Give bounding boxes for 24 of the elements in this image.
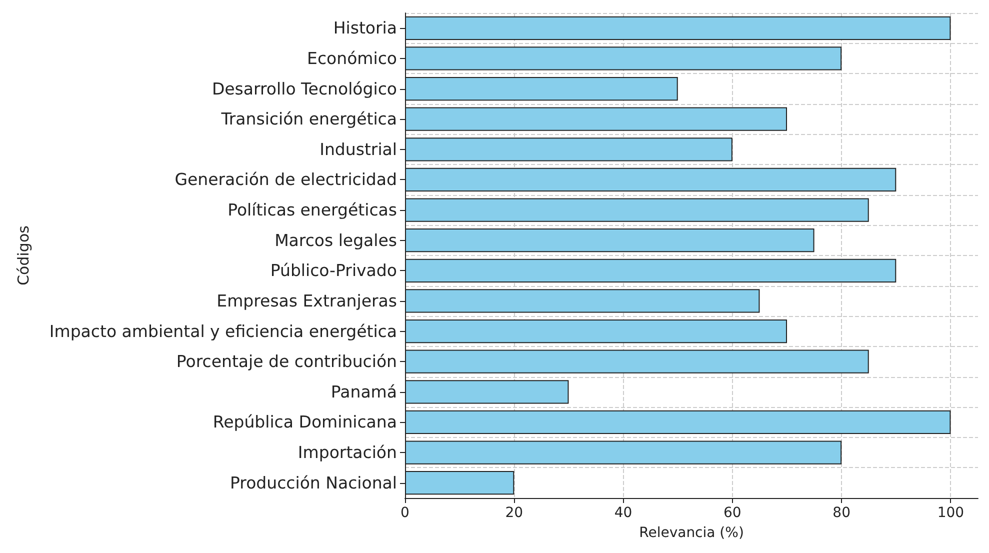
y-tick-label: Producción Nacional (230, 473, 397, 492)
y-tick-label: Políticas energéticas (228, 200, 397, 220)
y-tick-label: Porcentaje de contribución (176, 352, 397, 372)
y-tick-label: Transición energética (220, 110, 397, 129)
y-tick-label: Desarrollo Tecnológico (212, 79, 397, 98)
y-axis-title: Códigos (14, 225, 32, 286)
y-tick-label: Importación (298, 443, 397, 462)
x-tick-label: 20 (505, 505, 524, 521)
y-tick-label: Generación de electricidad (174, 170, 397, 190)
x-tick-label: 0 (400, 505, 410, 521)
x-axis-title: Relevancia (%) (639, 525, 744, 541)
x-tick-label: 80 (832, 505, 850, 521)
x-tick-label: 60 (724, 505, 742, 521)
y-tick-label: Público-Privado (270, 261, 397, 280)
y-tick-label: Económico (307, 48, 397, 68)
y-tick-label: República Dominicana (212, 412, 397, 432)
y-tick-label: Industrial (320, 140, 397, 159)
y-tick-label: Historia (333, 18, 397, 38)
y-tick-label: Impacto ambiental y eficiencia energética (49, 322, 397, 341)
y-tick-label: Panamá (330, 382, 397, 402)
x-tick-label: 100 (937, 505, 964, 521)
y-tick-label: Marcos legales (274, 230, 397, 250)
x-tick-label: 40 (614, 505, 632, 521)
y-tick-label: Empresas Extranjeras (216, 291, 397, 310)
